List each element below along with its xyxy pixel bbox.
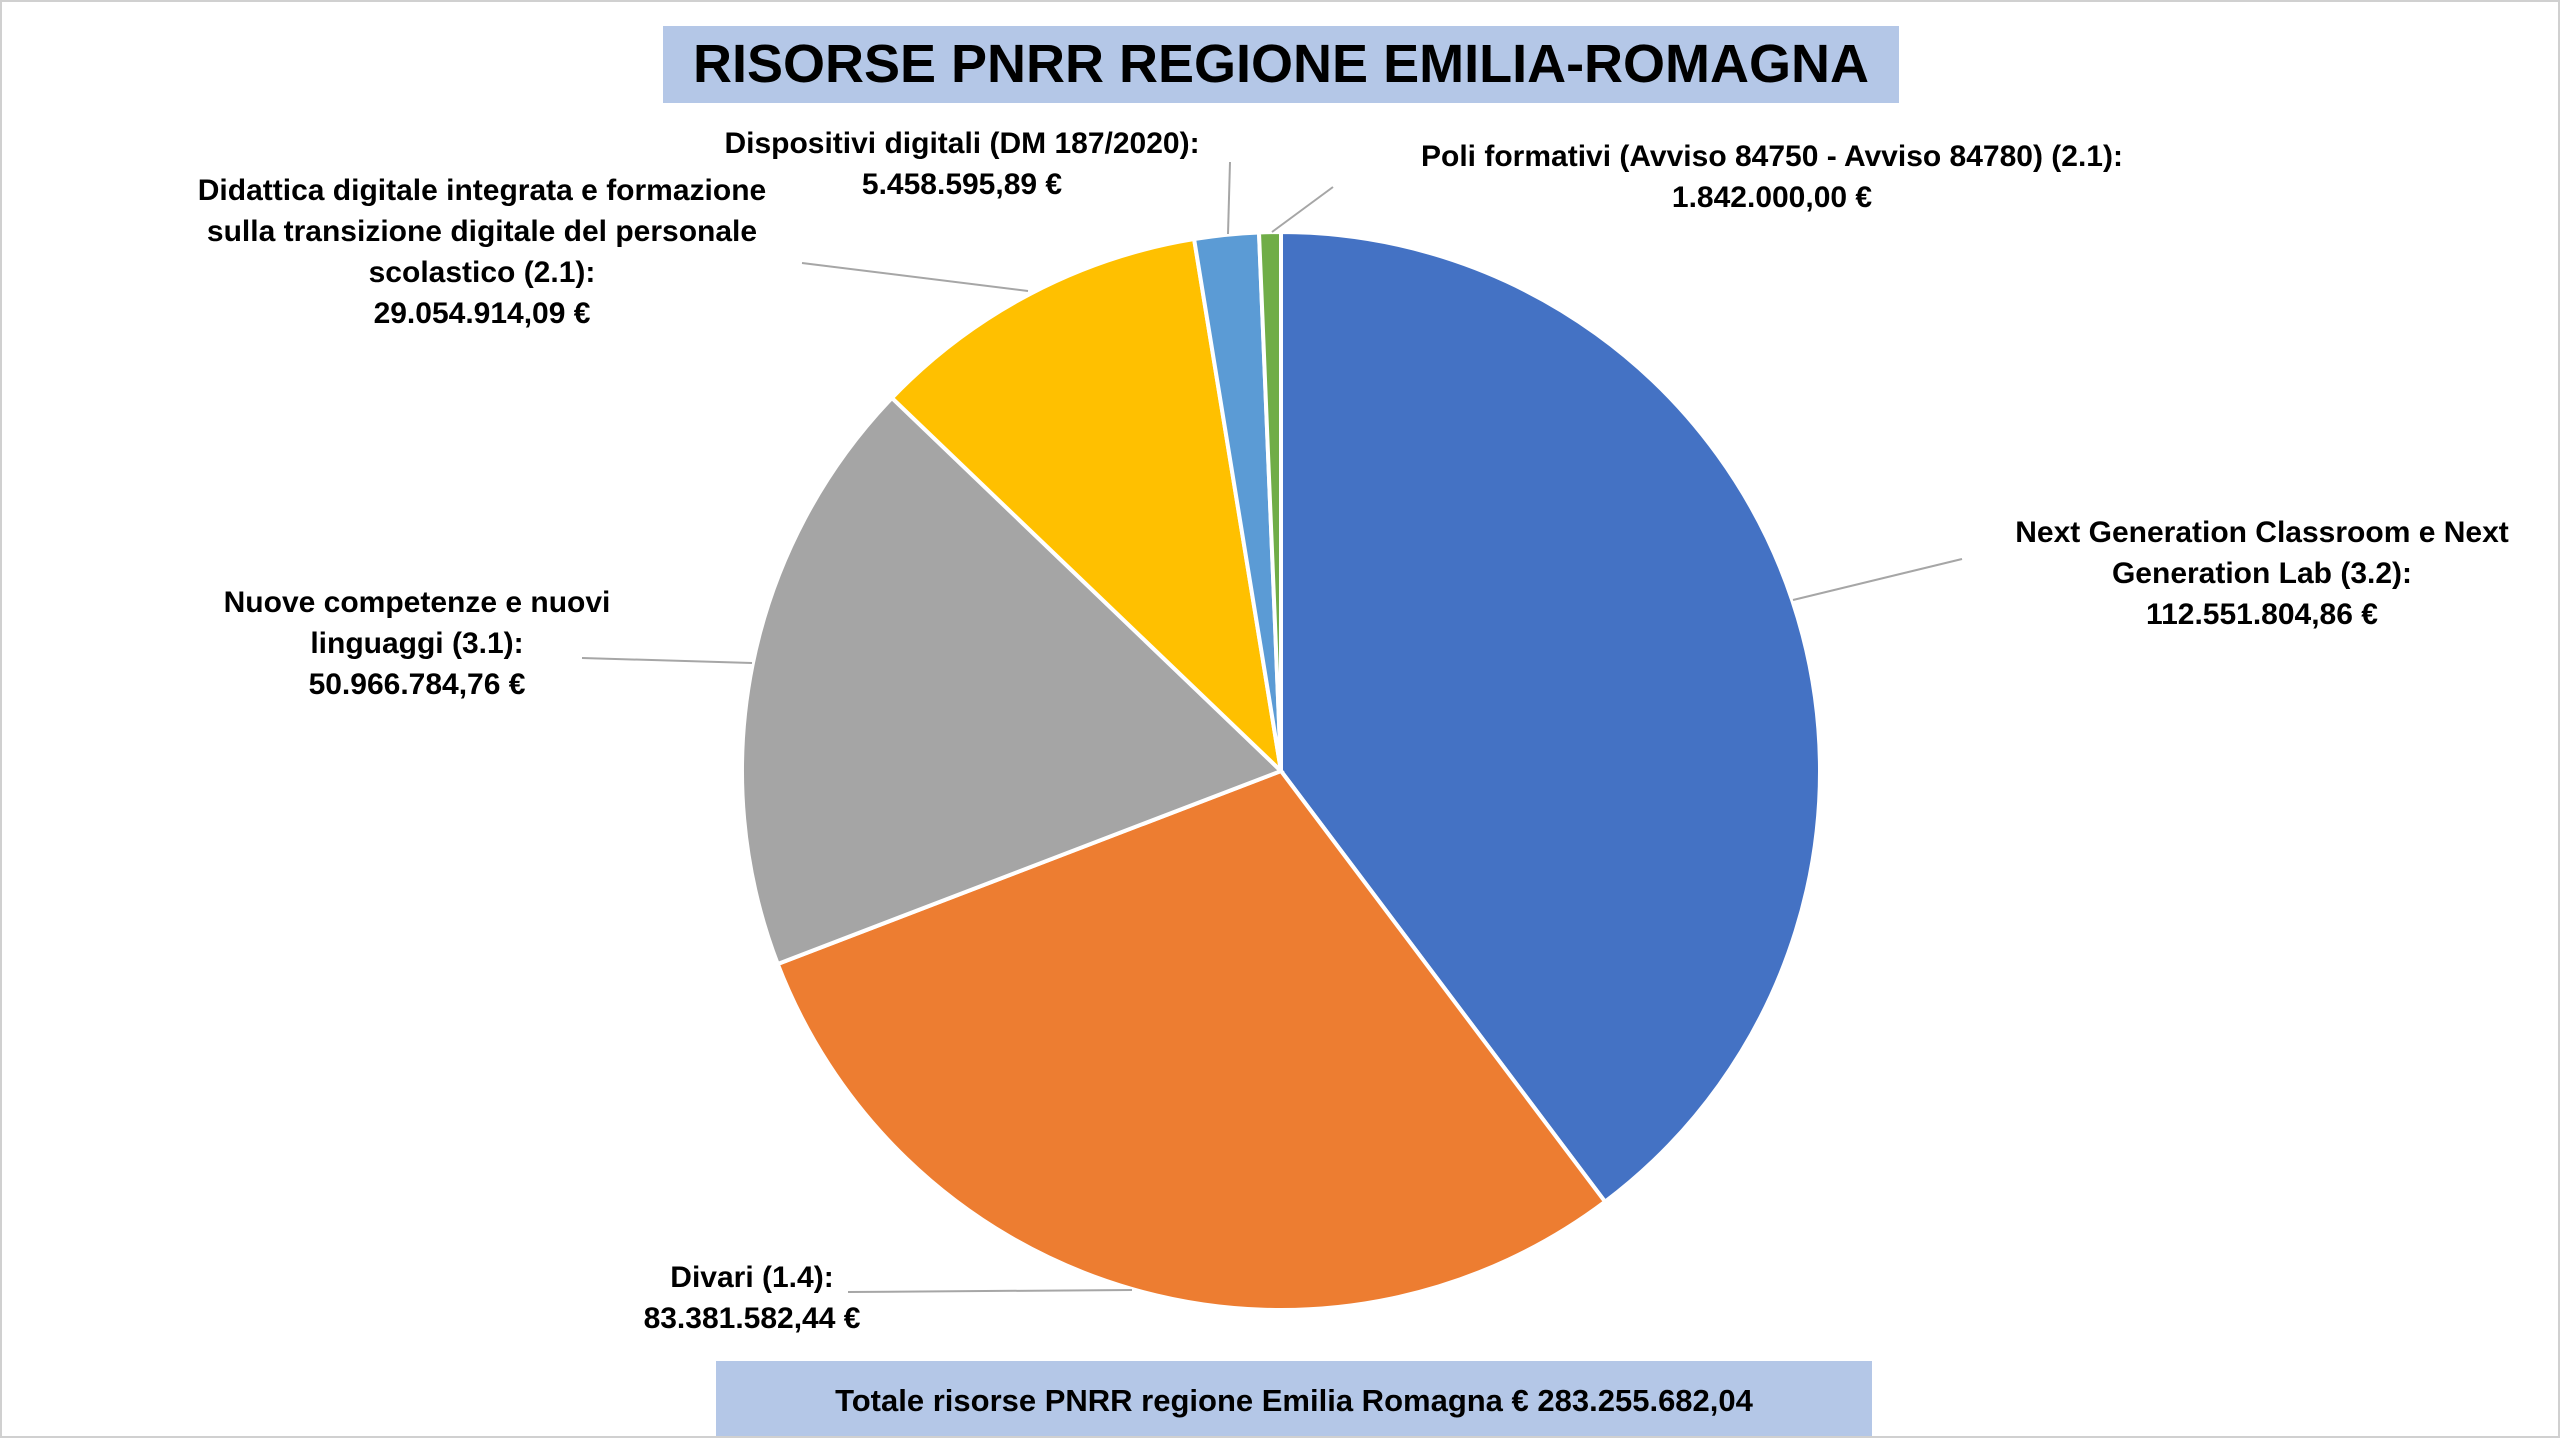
category-label: Divari (1.4): xyxy=(670,1261,834,1294)
pie-slice xyxy=(889,236,1284,777)
leader-line xyxy=(801,262,1029,292)
data-label: Divari (1.4): 83.381.582,44 € xyxy=(562,1257,942,1339)
leader-line xyxy=(847,1289,1133,1293)
data-label: Nuove competenze e nuovi linguaggi (3.1)… xyxy=(202,582,632,705)
category-label: Next Generation Classroom e Next Generat… xyxy=(2015,516,2509,590)
chart-title: RISORSE PNRR REGIONE EMILIA-ROMAGNA xyxy=(663,26,1899,103)
leader-line xyxy=(581,657,753,664)
value-label: 5.458.595,89 € xyxy=(861,168,1063,201)
data-label: Next Generation Classroom e Next Generat… xyxy=(2002,512,2522,635)
pie-slice xyxy=(740,395,1285,967)
value-label: 50.966.784,76 € xyxy=(308,668,526,701)
category-label: Dispositivi digitali (DM 187/2020): xyxy=(724,127,1200,160)
value-label: 112.551.804,86 € xyxy=(2146,598,2378,631)
leader-line xyxy=(1227,161,1231,235)
category-label: Nuove competenze e nuovi linguaggi (3.1)… xyxy=(223,586,611,660)
pie-slice xyxy=(1279,229,1823,1205)
value-label: 29.054.914,09 € xyxy=(373,297,591,330)
data-label: Didattica digitale integrata e formazion… xyxy=(162,170,802,334)
category-label: Didattica digitale integrata e formazion… xyxy=(197,174,767,289)
pie-slice xyxy=(775,768,1608,1312)
pie-slice xyxy=(1256,229,1283,772)
leader-line xyxy=(1792,558,1963,601)
data-label: Dispositivi digitali (DM 187/2020): 5.458… xyxy=(662,123,1262,205)
leader-line xyxy=(1271,186,1334,233)
value-label: 1.842.000,00 € xyxy=(1671,181,1873,214)
data-label: Poli formativi (Avviso 84750 - Avviso 84… xyxy=(1322,136,2222,218)
total-annotation: Totale risorse PNRR regione Emilia Romag… xyxy=(716,1361,1872,1436)
value-label: 83.381.582,44 € xyxy=(643,1302,861,1335)
category-label: Poli formativi (Avviso 84750 - Avviso 84… xyxy=(1421,140,2123,173)
